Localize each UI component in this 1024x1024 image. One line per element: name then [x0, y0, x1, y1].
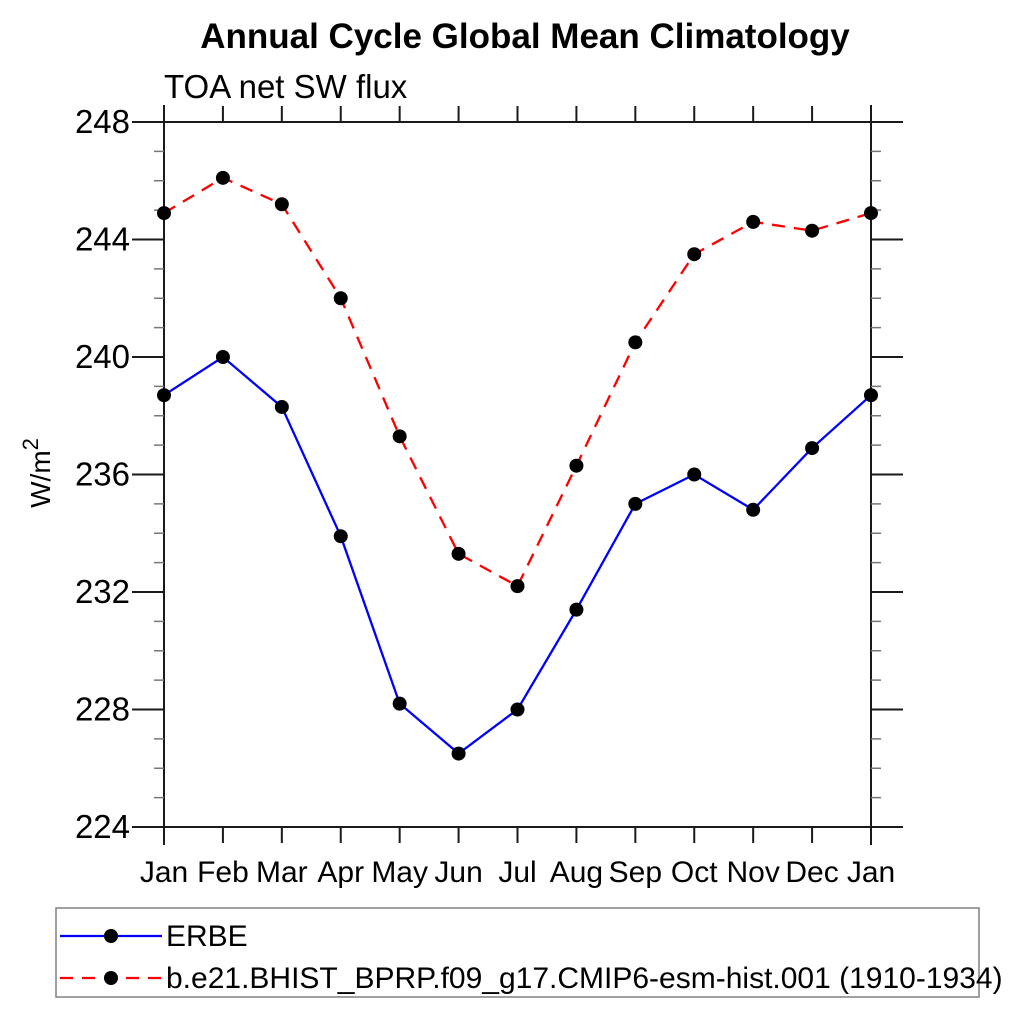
data-point-erbe-jan: [864, 388, 878, 403]
legend: ERBE b.e21.BHIST_BPRP.f09_g17.CMIP6-esm-…: [55, 907, 1003, 998]
x-tick-label: May: [371, 856, 428, 889]
legend-item-model: b.e21.BHIST_BPRP.f09_g17.CMIP6-esm-hist.…: [60, 962, 1003, 995]
y-axis-label-exponent: 2: [18, 438, 43, 450]
legend-label-erbe: ERBE: [166, 920, 248, 953]
axes-layer: 224 228 232 236 240 244 248 Jan Feb Mar Apr May Jun J…: [75, 103, 903, 889]
data-point-model-jul: [510, 579, 525, 594]
y-tick-label: 232: [75, 573, 130, 610]
y-tick-label: 224: [75, 808, 130, 845]
data-point-erbe-may: [392, 696, 407, 711]
data-point-erbe-oct: [687, 467, 702, 482]
x-tick-label: Jul: [498, 856, 536, 889]
data-point-erbe-mar: [274, 399, 289, 414]
x-tick-label: Feb: [197, 856, 249, 889]
legend-border: [55, 907, 980, 998]
data-point-model-may: [392, 429, 407, 444]
data-point-model-sep: [628, 335, 643, 350]
data-point-erbe-jul: [510, 702, 525, 717]
series-line-model: [163, 176, 872, 588]
y-axis-label-base: W/m: [25, 450, 56, 508]
x-tick-label: Dec: [785, 856, 838, 889]
data-point-model-aug: [569, 458, 584, 473]
data-point-erbe-aug: [569, 602, 584, 617]
chart-subtitle: TOA net SW flux: [164, 68, 408, 105]
legend-item-erbe: ERBE: [60, 920, 248, 953]
legend-marker-erbe: [104, 929, 118, 943]
x-tick-label: Jun: [434, 856, 482, 889]
x-tick-label: Oct: [671, 856, 718, 889]
legend-marker-model: [104, 971, 118, 985]
y-tick-label: 240: [75, 338, 130, 375]
data-point-model-jan: [157, 206, 171, 221]
y-tick-label: 228: [75, 691, 130, 728]
x-tick-label: Nov: [726, 856, 779, 889]
data-point-erbe-feb: [215, 350, 230, 364]
y-tick-label: 236: [75, 456, 130, 493]
data-point-model-nov: [746, 214, 761, 229]
data-point-erbe-sep: [628, 496, 643, 511]
data-point-model-apr: [333, 291, 348, 306]
data-point-model-feb: [215, 170, 230, 185]
x-tick-label: Jan: [140, 856, 188, 889]
legend-label-model: b.e21.BHIST_BPRP.f09_g17.CMIP6-esm-hist.…: [166, 962, 1003, 995]
x-tick-label: Mar: [256, 856, 308, 889]
data-point-erbe-jun: [451, 746, 466, 761]
x-tick-label: Jan: [847, 856, 895, 889]
series-layer: [157, 170, 878, 761]
data-point-model-oct: [687, 247, 702, 262]
data-point-model-dec: [805, 223, 820, 238]
x-tick-label: Apr: [317, 856, 364, 889]
y-tick-label: 244: [75, 221, 130, 258]
series-line-erbe: [163, 355, 872, 756]
x-tick-label: Aug: [550, 856, 603, 889]
data-point-erbe-jan: [157, 388, 171, 403]
data-point-erbe-nov: [746, 502, 761, 517]
data-point-model-jun: [451, 546, 466, 561]
data-point-model-mar: [274, 197, 289, 212]
x-tick-label: Sep: [609, 856, 662, 889]
y-axis-label: W/m2: [18, 438, 56, 508]
chart-title: Annual Cycle Global Mean Climatology: [200, 17, 850, 56]
data-point-model-jan: [864, 206, 878, 221]
data-point-erbe-dec: [805, 441, 820, 456]
y-tick-label: 248: [75, 103, 130, 140]
data-point-erbe-apr: [333, 529, 348, 544]
